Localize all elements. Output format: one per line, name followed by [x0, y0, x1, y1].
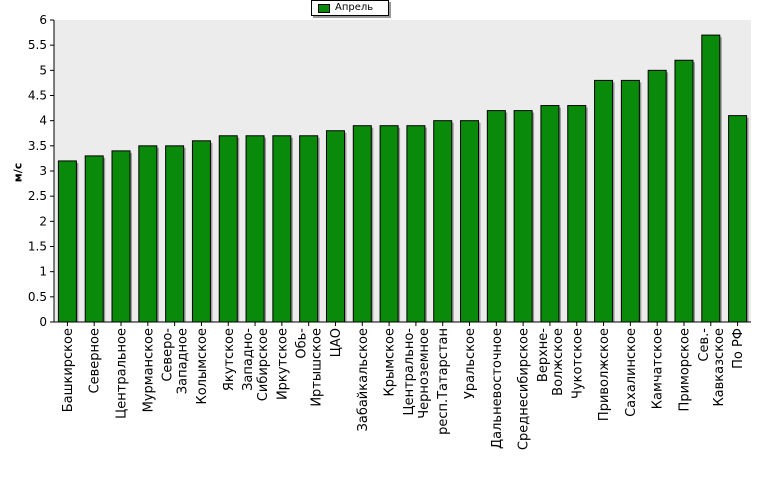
bar — [111, 150, 131, 323]
x-tick-label: Башкирское — [61, 328, 76, 412]
y-tick-label: 2 — [39, 214, 47, 228]
x-tick-label: Среднесибирское — [517, 328, 532, 450]
x-tick-label: Забайкальское — [356, 328, 371, 431]
x-tick-label: Иркутское — [275, 328, 290, 400]
x-tick-label: Приморское — [677, 328, 692, 411]
y-tick-label: 4.5 — [28, 89, 47, 103]
bar — [84, 155, 104, 323]
bar — [647, 69, 667, 323]
bar — [513, 110, 533, 323]
bar — [701, 34, 721, 323]
x-tick-label: Верхне-Волжское — [536, 328, 566, 396]
y-tick-label: 5 — [39, 63, 47, 77]
x-tick-label: Колымское — [195, 328, 210, 405]
bar — [540, 105, 560, 323]
bar — [57, 160, 77, 323]
x-tick-label: респ.Татарстан — [436, 328, 451, 435]
x-tick-label: ЦАО — [329, 328, 344, 357]
x-tick-label: Крымское — [383, 328, 398, 397]
legend: Апрель — [311, 0, 389, 16]
bar — [486, 110, 506, 323]
x-tick-label: Приволжское — [597, 328, 612, 421]
y-tick-label: 3.5 — [28, 139, 47, 153]
bar — [433, 120, 453, 323]
x-tick-label: Чукотское — [570, 328, 585, 399]
x-tick-label: Дальневосточное — [490, 328, 505, 449]
x-tick-label: Якутское — [222, 328, 237, 391]
x-tick-label: Северное — [88, 328, 103, 393]
y-tick-label: 1 — [39, 265, 47, 279]
y-tick-label: 3 — [39, 164, 47, 178]
legend-swatch — [318, 4, 330, 13]
y-tick-label: 1.5 — [28, 240, 47, 254]
x-tick-label: Уральское — [463, 328, 478, 399]
x-tick-label: Мурманское — [141, 328, 156, 412]
bar — [620, 79, 640, 323]
bar — [272, 135, 292, 323]
x-tick-label: По РФ — [731, 328, 746, 369]
legend-label: Апрель — [335, 2, 374, 13]
x-tick-label: Камчатское — [651, 328, 666, 409]
x-tick-label: Западно-Сибирское — [241, 328, 271, 402]
x-tick-label: Обь-Иртышское — [295, 328, 325, 407]
y-tick-label: 0 — [39, 315, 47, 329]
y-tick-label: 5.5 — [28, 38, 47, 52]
y-axis-label: м/с — [11, 162, 25, 183]
y-tick-label: 2.5 — [28, 189, 47, 203]
bar — [406, 125, 426, 323]
x-axis-labels: Башкирское Северное Центральное Мурманское С… — [61, 322, 746, 450]
bar — [299, 135, 319, 323]
bar — [567, 105, 587, 323]
bar — [460, 120, 480, 323]
bar — [594, 79, 614, 323]
bar — [138, 145, 158, 323]
bar — [218, 135, 238, 323]
bar — [379, 125, 399, 323]
x-tick-label: Сахалинское — [624, 328, 639, 417]
y-tick-label: 6 — [39, 13, 47, 27]
bar — [728, 115, 748, 323]
bars — [57, 34, 749, 323]
y-tick-label: 4 — [39, 114, 47, 128]
bar — [191, 140, 211, 323]
x-tick-label: Северо-Западное — [161, 328, 191, 395]
y-tick-label: 0.5 — [28, 290, 47, 304]
x-tick-label: Центральное — [115, 328, 130, 419]
bar — [352, 125, 372, 323]
bar — [674, 59, 694, 323]
bar — [325, 130, 345, 323]
bar — [165, 145, 185, 323]
x-tick-label: Центрально-Черноземное — [402, 328, 432, 419]
x-tick-label: Сев.-Кавказское — [697, 328, 727, 407]
y-axis-ticks: 0 0.5 1 1.5 2 2.5 3 3.5 4 4.5 5 5.5 6 — [28, 13, 54, 329]
bar — [245, 135, 265, 323]
